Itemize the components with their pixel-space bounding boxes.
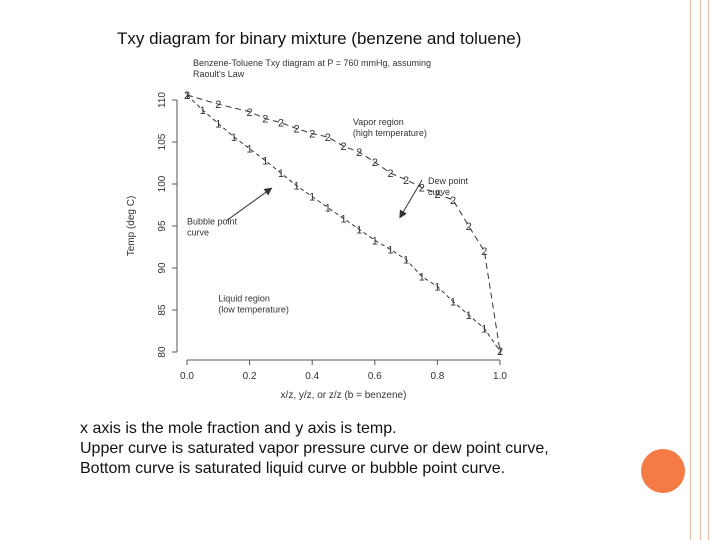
series-point-1: 1	[466, 310, 472, 322]
series-point-1: 1	[309, 192, 315, 204]
series-point-1: 1	[419, 271, 425, 283]
series-point-2: 2	[184, 90, 190, 102]
x-tick-label: 0.2	[243, 371, 257, 382]
series-point-2: 2	[325, 132, 331, 144]
chart-annotations: Vapor region (high temperature) Dew point c…	[187, 117, 469, 314]
annotation-arrow	[399, 179, 423, 219]
series-point-2: 2	[497, 346, 503, 358]
annotation: Vapor region (high temperature)	[353, 117, 427, 138]
series-point-2: 2	[278, 118, 284, 130]
series-point-2: 2	[419, 182, 425, 194]
series-point-2: 2	[387, 168, 393, 180]
series-point-2: 2	[215, 99, 221, 111]
series-point-1: 1	[325, 203, 331, 215]
series-point-2: 2	[403, 175, 409, 187]
accent-circle	[641, 449, 685, 493]
x-tick-label: 0.8	[430, 371, 444, 382]
annotation-text: Vapor region (high temperature)	[353, 117, 427, 138]
series-point-2: 2	[372, 157, 378, 169]
annotation-text: Bubble point curve	[187, 216, 238, 237]
decor-line-3	[708, 0, 709, 540]
x-tick-label: 1.0	[493, 371, 507, 382]
series-point-1: 1	[450, 297, 456, 309]
series-point-2: 2	[340, 141, 346, 153]
series-line-1	[186, 94, 501, 352]
chart-title: Benzene-Toluene Txy diagram at P = 760 m…	[193, 58, 431, 79]
series-point-1: 1	[497, 346, 503, 358]
series-point-1: 1	[215, 119, 221, 131]
y-tick-label: 80	[157, 346, 168, 358]
series-line-2	[186, 94, 501, 352]
annotation: Liquid region (low temperature)	[218, 294, 289, 315]
series-point-1: 1	[231, 132, 237, 144]
decor-line-1	[690, 0, 691, 540]
caption-line-2: Upper curve is saturated vapor pressure …	[80, 440, 549, 457]
series-point-2: 2	[434, 189, 440, 201]
series-point-1: 1	[293, 181, 299, 193]
series-point-2: 2	[293, 124, 299, 136]
annotation-text: Liquid region (low temperature)	[218, 294, 289, 315]
series-point-1: 1	[403, 255, 409, 267]
y-tick-label: 95	[157, 220, 168, 232]
x-tick-label: 0.6	[368, 371, 382, 382]
series-point-2: 2	[309, 129, 315, 141]
txy-chart: Benzene-Toluene Txy diagram at P = 760 m…	[126, 58, 507, 401]
series-point-1: 1	[340, 213, 346, 225]
series-point-1: 1	[262, 155, 268, 167]
series-point-2: 2	[356, 147, 362, 159]
annotation-arrow	[226, 187, 273, 221]
series-point-2: 2	[247, 107, 253, 119]
x-tick-label: 0.0	[180, 371, 194, 382]
y-tick-label: 100	[157, 175, 168, 192]
series-point-1: 1	[200, 105, 206, 117]
y-tick-label: 110	[157, 92, 168, 108]
y-tick-label: 105	[157, 133, 168, 150]
series-point-1: 1	[247, 144, 253, 156]
annotation: Dew point curve	[399, 176, 469, 219]
series-point-2: 2	[262, 113, 268, 125]
series-point-1: 1	[434, 281, 440, 293]
series-point-2: 2	[450, 195, 456, 207]
chart-axes: 0.0 0.2 0.4 0.6 0.8 1.0 80 85 90 95 100 105 110	[157, 92, 507, 382]
y-tick-label: 90	[157, 262, 168, 274]
y-tick-label: 85	[157, 304, 168, 316]
series-point-1: 1	[481, 323, 487, 335]
series-point-2: 2	[466, 221, 472, 233]
slide-title: Txy diagram for binary mixture (benzene …	[117, 29, 522, 48]
x-axis-label: x/z, y/z, or z/z (b = benzene)	[281, 390, 407, 401]
caption-line-1: x axis is the mole fraction and y axis i…	[80, 420, 397, 437]
series-point-1: 1	[184, 90, 190, 102]
caption-line-3: Bottom curve is saturated liquid curve o…	[80, 460, 506, 477]
slide-caption: x axis is the mole fraction and y axis i…	[80, 419, 680, 479]
series-point-1: 1	[372, 235, 378, 247]
decor-line-2	[700, 0, 701, 540]
annotation: Bubble point curve	[187, 187, 273, 237]
y-axis-label: Temp (deg C)	[126, 196, 137, 257]
series-point-1: 1	[356, 224, 362, 236]
series-point-1: 1	[278, 168, 284, 180]
annotation-text: Dew point curve	[428, 176, 469, 197]
x-tick-label: 0.4	[305, 371, 319, 382]
series-point-2: 2	[481, 246, 487, 258]
series-point-1: 1	[387, 245, 393, 257]
